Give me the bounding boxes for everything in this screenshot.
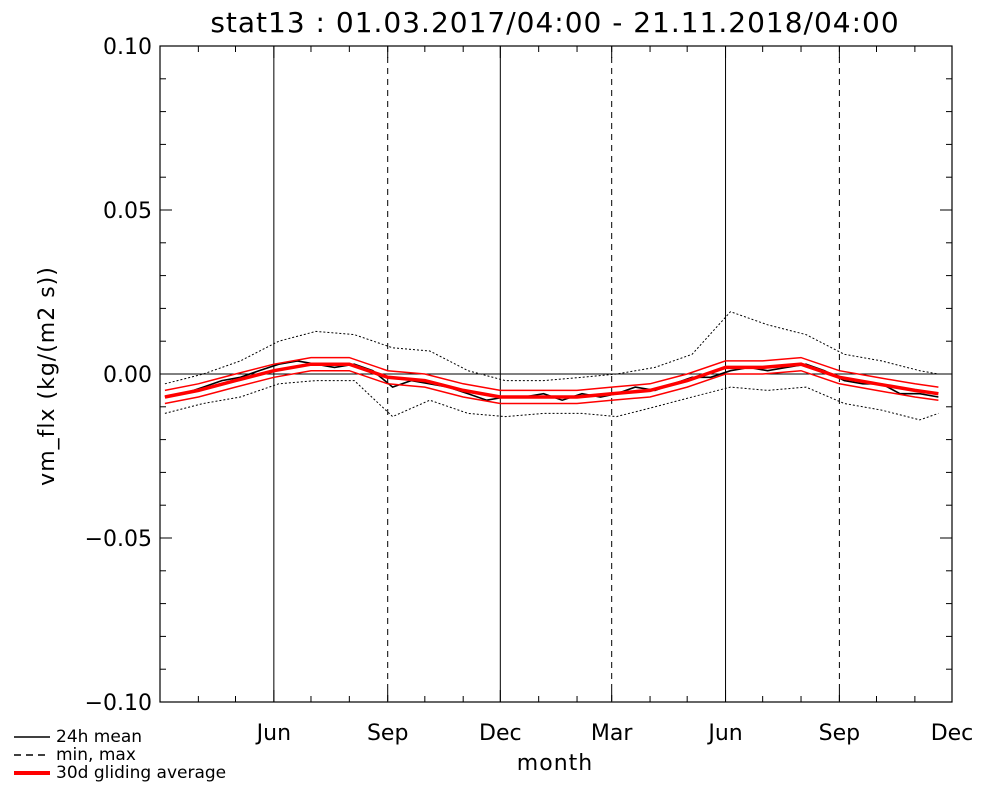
legend-label: 30d gliding average xyxy=(56,763,226,783)
y-tick-label: 0.00 xyxy=(103,363,152,388)
x-tick-label: Sep xyxy=(819,721,860,746)
series-min-line xyxy=(164,380,939,421)
y-tick-label: 0.10 xyxy=(103,35,152,60)
x-tick-label: Mar xyxy=(591,721,633,746)
x-tick-label: Jun xyxy=(255,721,291,746)
legend-label: 24h mean xyxy=(56,727,142,747)
x-tick-label: Dec xyxy=(931,721,974,746)
series-30d-upper-band xyxy=(164,356,939,392)
series-max-line xyxy=(164,311,939,385)
legend-label: min, max xyxy=(56,745,136,765)
x-tick-label: Jun xyxy=(706,721,742,746)
x-tick-label: Sep xyxy=(367,721,408,746)
series-30d-gliding-average-line xyxy=(164,362,939,399)
x-tick-label: Dec xyxy=(479,721,522,746)
series-30d-lower-band xyxy=(164,369,939,405)
series-24h-mean-line xyxy=(164,360,939,402)
y-axis-label: vm_flx (kg/(m2 s)) xyxy=(35,266,60,486)
series-layer xyxy=(164,311,939,421)
y-tick-label: −0.05 xyxy=(85,527,152,552)
x-axis-label: month xyxy=(517,751,593,776)
y-axis-ticks: 0.10 0.05 0.00 −0.05 −0.10 xyxy=(85,35,952,716)
x-axis-ticks: Jun Sep Dec Mar Jun Sep Dec xyxy=(159,46,974,746)
y-tick-label: −0.10 xyxy=(85,691,152,716)
y-tick-label: 0.05 xyxy=(103,199,152,224)
chart-title: stat13 : 01.03.2017/04:00 - 21.11.2018/0… xyxy=(210,6,899,39)
